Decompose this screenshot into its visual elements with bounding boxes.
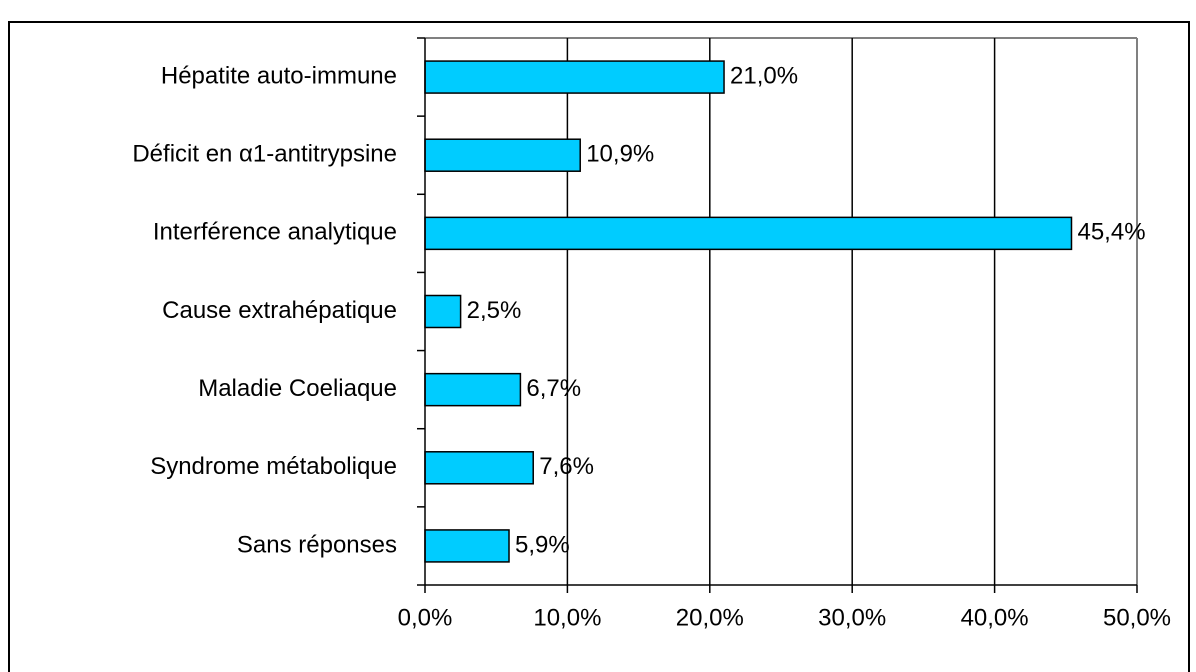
bar — [424, 294, 462, 329]
data-label: 10,9% — [586, 141, 654, 168]
y-tick-label: Syndrome métabolique — [150, 453, 397, 480]
y-tick-label: Cause extrahépatique — [162, 297, 397, 324]
x-tick-label: 40,0% — [961, 604, 1029, 631]
chart-frame — [8, 21, 1190, 672]
data-label: 5,9% — [515, 531, 570, 558]
x-tick-label: 20,0% — [676, 604, 744, 631]
data-label: 21,0% — [730, 62, 798, 89]
x-tick-label: 10,0% — [533, 604, 601, 631]
bar — [424, 60, 725, 94]
bar — [424, 138, 581, 172]
data-label: 7,6% — [539, 453, 594, 480]
data-label: 45,4% — [1077, 219, 1145, 246]
x-tick-label: 0,0% — [398, 604, 453, 631]
y-tick-label: Maladie Coeliaque — [198, 375, 397, 402]
x-tick-label: 30,0% — [818, 604, 886, 631]
bar — [424, 529, 510, 563]
data-label: 6,7% — [526, 375, 581, 402]
bar — [424, 216, 1073, 251]
data-label: 2,5% — [467, 297, 522, 324]
y-tick-label: Déficit en α1-antitrypsine — [132, 141, 397, 168]
y-tick-label: Sans réponses — [237, 531, 397, 558]
bar — [424, 372, 522, 407]
y-tick-label: Interférence analytique — [153, 219, 397, 246]
y-tick-label: Hépatite auto-immune — [161, 62, 397, 89]
bar — [424, 451, 534, 485]
x-tick-label: 50,0% — [1103, 604, 1171, 631]
